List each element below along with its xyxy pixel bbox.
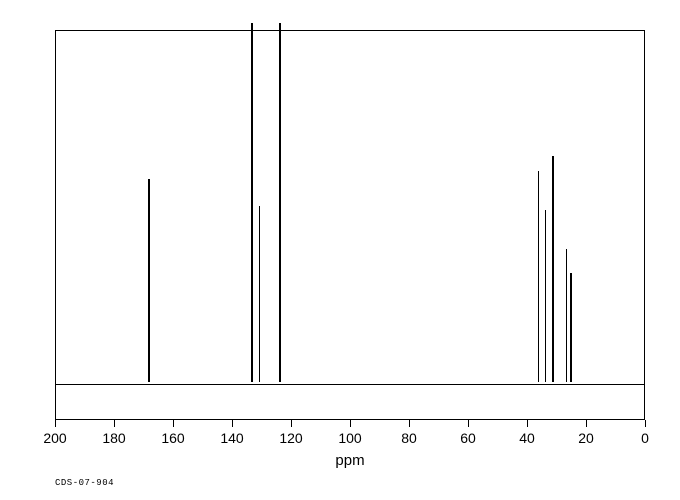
x-tick <box>350 420 351 427</box>
x-tick <box>527 420 528 427</box>
x-tick <box>468 420 469 427</box>
x-tick-label: 120 <box>279 430 302 446</box>
x-tick-label: 0 <box>641 430 649 446</box>
x-tick-label: 160 <box>161 430 184 446</box>
x-tick <box>232 420 233 427</box>
spectrum-peak <box>570 273 572 382</box>
x-tick-label: 140 <box>220 430 243 446</box>
spectrum-peak <box>148 179 150 382</box>
x-tick-label: 60 <box>460 430 476 446</box>
x-tick-label: 80 <box>401 430 417 446</box>
spectrum-peak <box>552 156 554 382</box>
x-axis-label: ppm <box>335 452 364 469</box>
spectrum-peak <box>259 206 261 382</box>
plot-area <box>55 30 645 420</box>
x-tick-label: 100 <box>338 430 361 446</box>
x-tick <box>173 420 174 427</box>
x-tick-label: 20 <box>578 430 594 446</box>
x-tick <box>55 420 56 427</box>
spectrum-peak <box>251 23 253 382</box>
spectrum-peak <box>566 249 568 382</box>
x-tick-label: 200 <box>43 430 66 446</box>
x-tick <box>586 420 587 427</box>
spectrum-peak <box>279 23 281 382</box>
footer-code: CDS-07-904 <box>55 478 114 488</box>
x-tick-label: 180 <box>102 430 125 446</box>
spectrum-peak <box>545 210 547 382</box>
x-tick <box>409 420 410 427</box>
spectrum-baseline <box>56 384 644 385</box>
x-tick <box>114 420 115 427</box>
x-tick-label: 40 <box>519 430 535 446</box>
spectrum-peak <box>538 171 540 382</box>
x-tick <box>291 420 292 427</box>
x-tick <box>645 420 646 427</box>
